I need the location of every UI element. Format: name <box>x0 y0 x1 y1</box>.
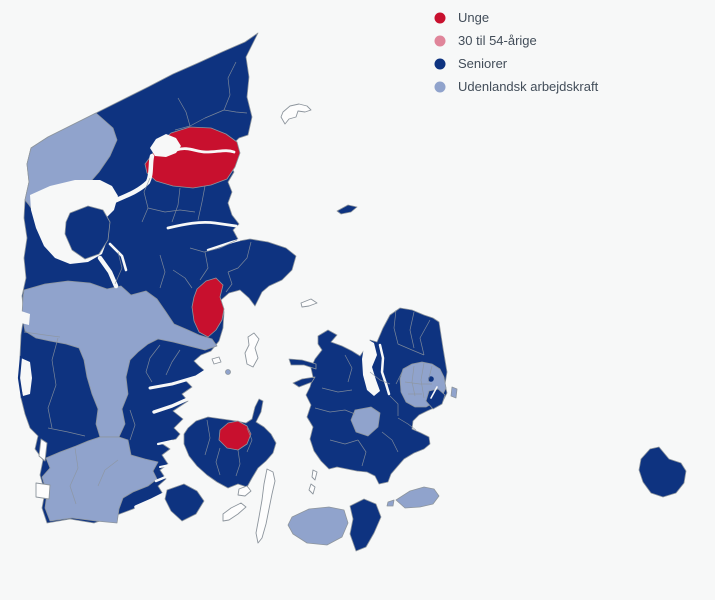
legend-dot-udenlandsk <box>434 81 446 93</box>
hjarbaek-fjord <box>108 242 128 272</box>
legend-dot-30-54 <box>434 35 446 47</box>
legend-label-udenlandsk: Udenlandsk arbejdskraft <box>458 79 599 94</box>
funen-municipal-borders <box>204 419 253 477</box>
region-udenlandsk-lolland[interactable] <box>287 506 349 546</box>
island-sejeroe <box>300 298 318 308</box>
region-zealand-west-spit-north[interactable] <box>288 358 317 370</box>
region-falster[interactable] <box>349 498 382 552</box>
island-omoe <box>308 483 316 495</box>
legend-dot-unge <box>434 12 446 24</box>
zealand-municipal-borders <box>314 309 433 467</box>
skive-fjord <box>97 255 119 289</box>
legend-item-seniorer[interactable]: Seniorer <box>434 57 598 71</box>
legend-item-30-54[interactable]: 30 til 54-årige <box>434 34 598 48</box>
outline-islands <box>35 103 318 544</box>
isefjord-water <box>362 339 380 396</box>
island-roemoe <box>35 482 51 500</box>
region-amager[interactable] <box>425 388 446 410</box>
roskilde-fjord <box>378 343 391 396</box>
region-udenlandsk-south-jutland[interactable] <box>41 436 159 524</box>
kolding-fjord <box>156 439 174 446</box>
region-copenhagen-dark-spot[interactable] <box>428 376 434 382</box>
legend-dot-seniorer <box>434 58 446 70</box>
region-zealand-west-spit-south[interactable] <box>292 376 316 388</box>
region-bornholm[interactable] <box>638 446 687 498</box>
region-unge-odense[interactable] <box>218 420 252 451</box>
legend-label-seniorer: Seniorer <box>458 56 508 71</box>
region-udenlandsk-mid-zealand[interactable] <box>350 406 381 437</box>
nissum-lagoon <box>21 311 30 325</box>
island-fanoe <box>38 438 48 462</box>
flensborg-fjord <box>134 491 168 509</box>
island-endelave <box>211 356 222 365</box>
ringkobing-lagoon <box>19 358 32 396</box>
region-anholt[interactable] <box>336 204 358 215</box>
legend-label-30-54: 30 til 54-årige <box>458 33 537 48</box>
copenhagen-harbour <box>430 386 438 399</box>
island-samsoe <box>244 332 260 368</box>
region-bogoe[interactable] <box>386 499 395 507</box>
island-taasinge <box>237 485 252 497</box>
region-tunoe[interactable] <box>225 369 231 375</box>
haderslev-fjord <box>159 463 175 468</box>
region-saltholm[interactable] <box>450 386 458 399</box>
island-langeland <box>255 468 276 544</box>
legend-item-udenlandsk[interactable]: Udenlandsk arbejdskraft <box>434 80 598 94</box>
mariager-fjord <box>166 220 238 230</box>
region-udenlandsk-moen[interactable] <box>395 486 440 509</box>
limfjord-gjol-water <box>150 134 181 157</box>
jutland-municipal-borders <box>23 61 252 505</box>
island-aeroe <box>222 502 247 522</box>
ringkobing-spit <box>17 355 24 399</box>
region-als-sonderborg[interactable] <box>164 483 205 522</box>
legend-label-unge: Unge <box>458 10 490 25</box>
aabenraa-fjord <box>154 474 170 483</box>
island-agersoe <box>311 469 318 481</box>
limfjord-channel-east <box>174 147 236 154</box>
region-zealand-base[interactable] <box>305 307 448 485</box>
legend: Unge 30 til 54-årige Seniorer Udenlandsk… <box>434 11 598 94</box>
region-unge-aarhus[interactable] <box>191 277 225 338</box>
vejle-fjord <box>152 396 192 414</box>
horsens-fjord <box>148 366 212 390</box>
legend-item-unge[interactable]: Unge <box>434 11 598 25</box>
island-laesoe <box>280 103 312 125</box>
region-mors-island[interactable] <box>64 205 111 260</box>
region-udenlandsk-central-jutland[interactable] <box>21 280 218 438</box>
